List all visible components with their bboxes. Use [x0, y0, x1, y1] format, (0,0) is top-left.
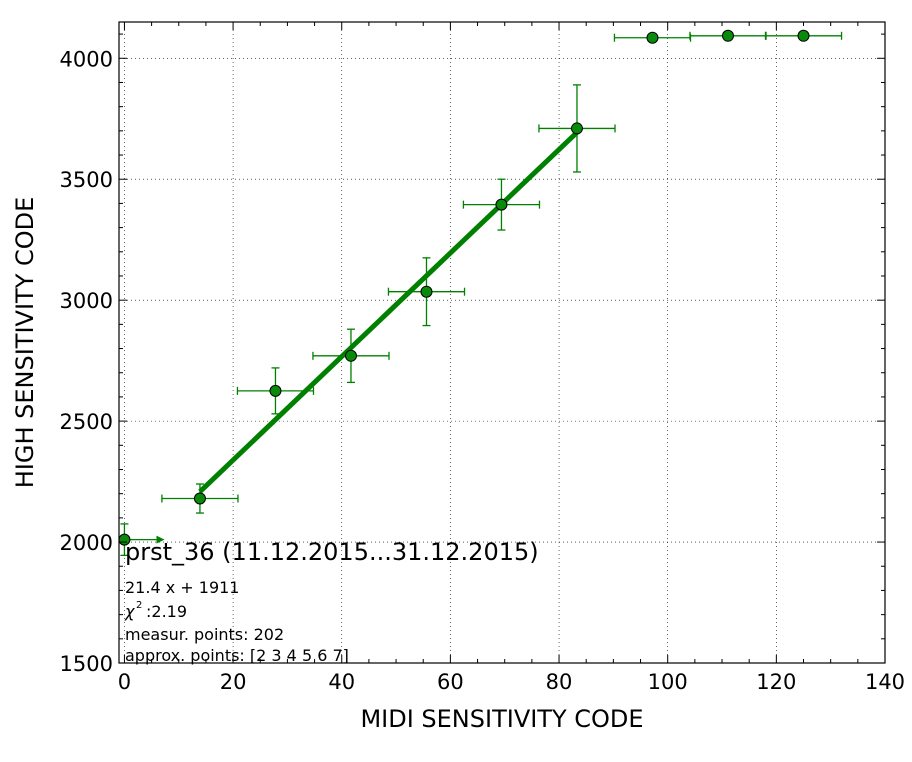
x-tick-label: 60 [437, 670, 464, 694]
error-bars [120, 31, 843, 557]
data-point [495, 198, 508, 211]
x-tick-label: 140 [865, 670, 905, 694]
x-tick-label: 0 [118, 670, 131, 694]
x-tick-label: 40 [328, 670, 355, 694]
grid-lines [119, 22, 886, 664]
x-tick-label: 80 [546, 670, 573, 694]
x-tick-label: 100 [648, 670, 688, 694]
tick-labels: 0 20 40 60 80 100 120 140 1500 2000 2500 3000 3500 40… [60, 47, 906, 694]
data-point [646, 31, 659, 44]
data-point [269, 384, 282, 397]
x-axis-label: MIDI SENSITIVITY CODE [360, 705, 643, 733]
y-tick-label: 3000 [60, 289, 113, 313]
y-tick-label: 2000 [60, 531, 113, 555]
fit-line-group [198, 130, 579, 494]
y-tick-label: 1500 [60, 652, 113, 676]
data-point [721, 29, 734, 42]
annotation-chi-superscript: 2 [136, 600, 142, 611]
data-point [797, 29, 810, 42]
annotation-measured-points: measur. points: 202 [125, 625, 284, 644]
annotation-chi-symbol: χ [124, 602, 135, 621]
x-tick-label: 120 [756, 670, 796, 694]
data-point [193, 492, 206, 505]
y-tick-label: 2500 [60, 410, 113, 434]
annotation-title: prst_36 (11.12.2015...31.12.2015) [125, 538, 539, 566]
data-point [420, 285, 433, 298]
data-points [118, 29, 810, 546]
annotation-chi-squared: :2.19 [146, 602, 187, 621]
y-tick-label: 3500 [60, 168, 113, 192]
data-point [570, 122, 583, 135]
y-tick-label: 4000 [60, 47, 113, 71]
data-point [344, 349, 357, 362]
fit-line [198, 130, 579, 494]
fit-annotation: prst_36 (11.12.2015...31.12.2015) 21.4 x… [124, 538, 539, 665]
axis-ticks [119, 22, 886, 664]
y-axis-label: HIGH SENSITIVITY CODE [11, 197, 39, 489]
limit-arrow-head [156, 535, 165, 544]
annotation-fit-equation: 21.4 x + 1911 [125, 578, 239, 597]
x-tick-label: 20 [220, 670, 247, 694]
annotation-approx-points: approx. points: [2 3 4 5 6 7] [125, 646, 349, 665]
plot-frame [118, 21, 886, 664]
